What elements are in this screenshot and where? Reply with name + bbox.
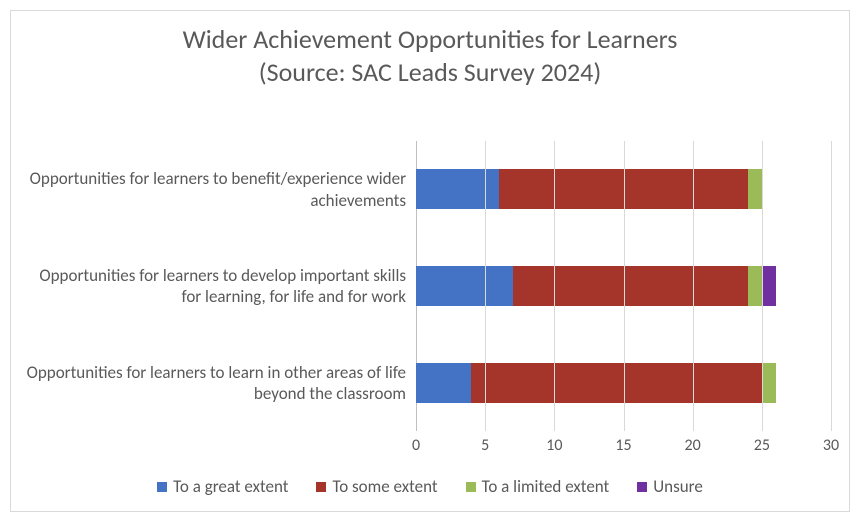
- bar-segment: [762, 363, 776, 403]
- bar-segment: [416, 363, 471, 403]
- legend-swatch: [157, 482, 167, 492]
- bar-row: [416, 169, 762, 209]
- legend-item: To a limited extent: [466, 476, 610, 497]
- grid-line: [762, 141, 763, 431]
- bar-segment: [748, 266, 762, 306]
- bar-row: [416, 363, 776, 403]
- bar-segment: [471, 363, 762, 403]
- legend-item: To a great extent: [157, 476, 288, 497]
- bar-segment: [513, 266, 748, 306]
- plot-area: [416, 141, 831, 431]
- legend-swatch: [637, 482, 647, 492]
- legend-label: To a great extent: [173, 476, 288, 497]
- grid-line: [554, 141, 555, 431]
- category-label: Opportunities for learners to develop im…: [21, 265, 406, 308]
- chart-title-line-1: Wider Achievement Opportunities for Lear…: [183, 23, 678, 55]
- bar-segment: [416, 169, 499, 209]
- bar-segment: [416, 266, 513, 306]
- legend-swatch: [466, 482, 476, 492]
- x-tick-label: 20: [685, 436, 701, 455]
- legend: To a great extent To some extent To a limi…: [11, 476, 849, 497]
- grid-line: [693, 141, 694, 431]
- chart-title: Wider Achievement Opportunities for Lear…: [11, 23, 849, 88]
- y-axis-labels: Opportunities for learners to benefit/ex…: [21, 141, 406, 431]
- chart-area: Wider Achievement Opportunities for Lear…: [10, 10, 850, 512]
- grid-line: [485, 141, 486, 431]
- legend-item: To some extent: [316, 476, 437, 497]
- x-tick-label: 30: [823, 436, 839, 455]
- legend-label: To a limited extent: [482, 476, 610, 497]
- grid-line: [624, 141, 625, 431]
- x-tick-label: 25: [754, 436, 770, 455]
- bar-row: [416, 266, 776, 306]
- x-tick-label: 5: [481, 436, 489, 455]
- x-axis-labels: 051015202530: [416, 436, 831, 460]
- chart-frame: Wider Achievement Opportunities for Lear…: [0, 0, 860, 522]
- bar-segment: [762, 266, 776, 306]
- category-label: Opportunities for learners to benefit/ex…: [21, 168, 406, 211]
- x-tick-label: 10: [546, 436, 562, 455]
- x-tick-label: 15: [615, 436, 631, 455]
- chart-title-line-2: (Source: SAC Leads Survey 2024): [259, 56, 601, 88]
- x-tick-label: 0: [412, 436, 420, 455]
- legend-swatch: [316, 482, 326, 492]
- bar-segment: [748, 169, 762, 209]
- category-label: Opportunities for learners to learn in o…: [21, 361, 406, 404]
- legend-label: To some extent: [332, 476, 437, 497]
- legend-item: Unsure: [637, 476, 703, 497]
- legend-label: Unsure: [653, 476, 703, 497]
- grid-line: [831, 141, 832, 431]
